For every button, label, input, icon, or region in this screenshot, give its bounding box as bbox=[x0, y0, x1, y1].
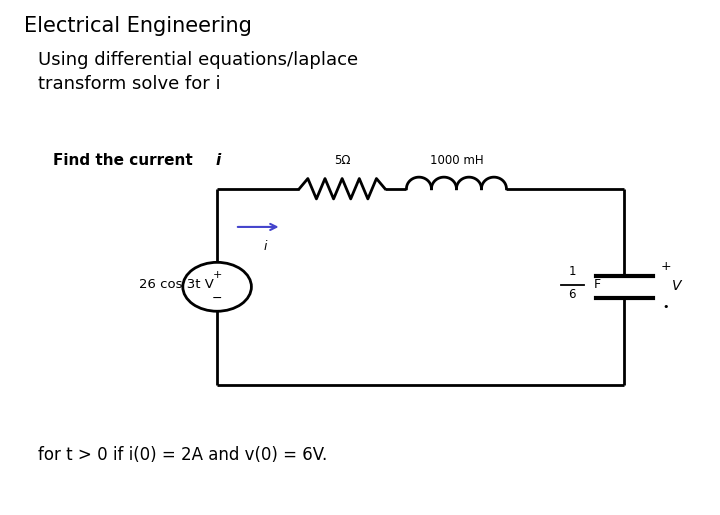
Text: 1: 1 bbox=[569, 265, 576, 278]
Text: •: • bbox=[662, 302, 669, 312]
Text: F: F bbox=[593, 278, 600, 291]
Text: 5Ω: 5Ω bbox=[334, 154, 351, 167]
Text: −: − bbox=[212, 292, 222, 305]
Text: for t > 0 if i(0) = 2A and v(0) = 6V.: for t > 0 if i(0) = 2A and v(0) = 6V. bbox=[38, 446, 328, 464]
Text: i: i bbox=[216, 153, 221, 168]
Text: +: + bbox=[212, 270, 222, 280]
Text: i: i bbox=[264, 239, 267, 253]
Text: Electrical Engineering: Electrical Engineering bbox=[24, 15, 252, 36]
Text: +: + bbox=[660, 260, 671, 273]
Text: 26 cos 3t V: 26 cos 3t V bbox=[139, 278, 214, 291]
Text: 6: 6 bbox=[569, 288, 576, 301]
Text: Find the current: Find the current bbox=[53, 153, 198, 168]
Text: Using differential equations/laplace
transform solve for i: Using differential equations/laplace tra… bbox=[38, 51, 359, 94]
Text: V: V bbox=[672, 279, 681, 293]
Text: 1000 mH: 1000 mH bbox=[430, 154, 483, 167]
